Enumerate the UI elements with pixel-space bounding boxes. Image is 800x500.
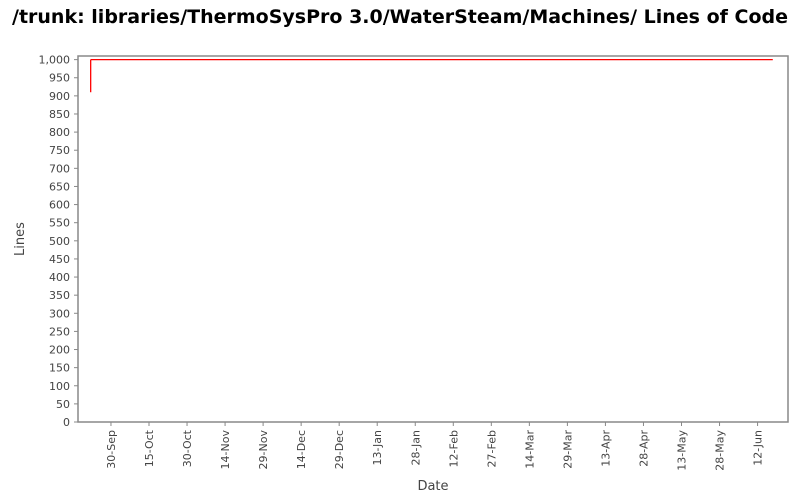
y-tick-label: 600 — [49, 199, 70, 212]
x-tick-label: 13-Apr — [599, 430, 612, 467]
y-tick-label: 800 — [49, 126, 70, 139]
x-tick-label: 27-Feb — [485, 430, 498, 467]
x-tick-label: 14-Mar — [523, 430, 536, 469]
y-tick-label: 700 — [49, 162, 70, 175]
x-tick-label: 29-Mar — [561, 430, 574, 469]
y-tick-label: 400 — [49, 271, 70, 284]
y-tick-label: 450 — [49, 253, 70, 266]
x-tick-label: 14-Dec — [295, 430, 308, 469]
y-tick-label: 550 — [49, 217, 70, 230]
x-tick-label: 12-Jun — [752, 430, 765, 466]
y-tick-label: 650 — [49, 180, 70, 193]
y-tick-label: 300 — [49, 307, 70, 320]
y-tick-label: 950 — [49, 72, 70, 85]
y-tick-label: 1,000 — [39, 54, 71, 67]
x-tick-label: 13-Jan — [371, 430, 384, 466]
y-tick-label: 750 — [49, 144, 70, 157]
chart-title: /trunk: libraries/ThermoSysPro 3.0/Water… — [12, 6, 788, 28]
x-tick-label: 28-May — [714, 430, 727, 471]
x-tick-label: 15-Oct — [143, 429, 156, 467]
x-tick-label: 29-Dec — [333, 430, 346, 469]
y-axis-label: Lines — [13, 222, 28, 256]
x-tick-label: 14-Nov — [219, 430, 232, 470]
x-tick-label: 29-Nov — [257, 430, 270, 470]
x-tick-label: 30-Sep — [105, 430, 118, 469]
y-tick-label: 0 — [63, 416, 70, 429]
x-tick-label: 13-May — [676, 430, 689, 471]
y-tick-label: 250 — [49, 325, 70, 338]
y-tick-label: 200 — [49, 344, 70, 357]
y-tick-label: 500 — [49, 235, 70, 248]
plot-frame — [77, 55, 789, 423]
y-tick-label: 150 — [49, 362, 70, 375]
y-tick-label: 100 — [49, 380, 70, 393]
x-axis-label: Date — [417, 479, 448, 494]
y-tick-label: 50 — [56, 398, 70, 411]
x-tick-label: 28-Jan — [409, 430, 422, 466]
x-tick-label: 30-Oct — [181, 429, 194, 467]
y-tick-label: 850 — [49, 108, 70, 121]
y-tick-label: 350 — [49, 289, 70, 302]
x-tick-label: 28-Apr — [637, 430, 650, 467]
x-tick-label: 12-Feb — [447, 430, 460, 467]
y-tick-label: 900 — [49, 90, 70, 103]
